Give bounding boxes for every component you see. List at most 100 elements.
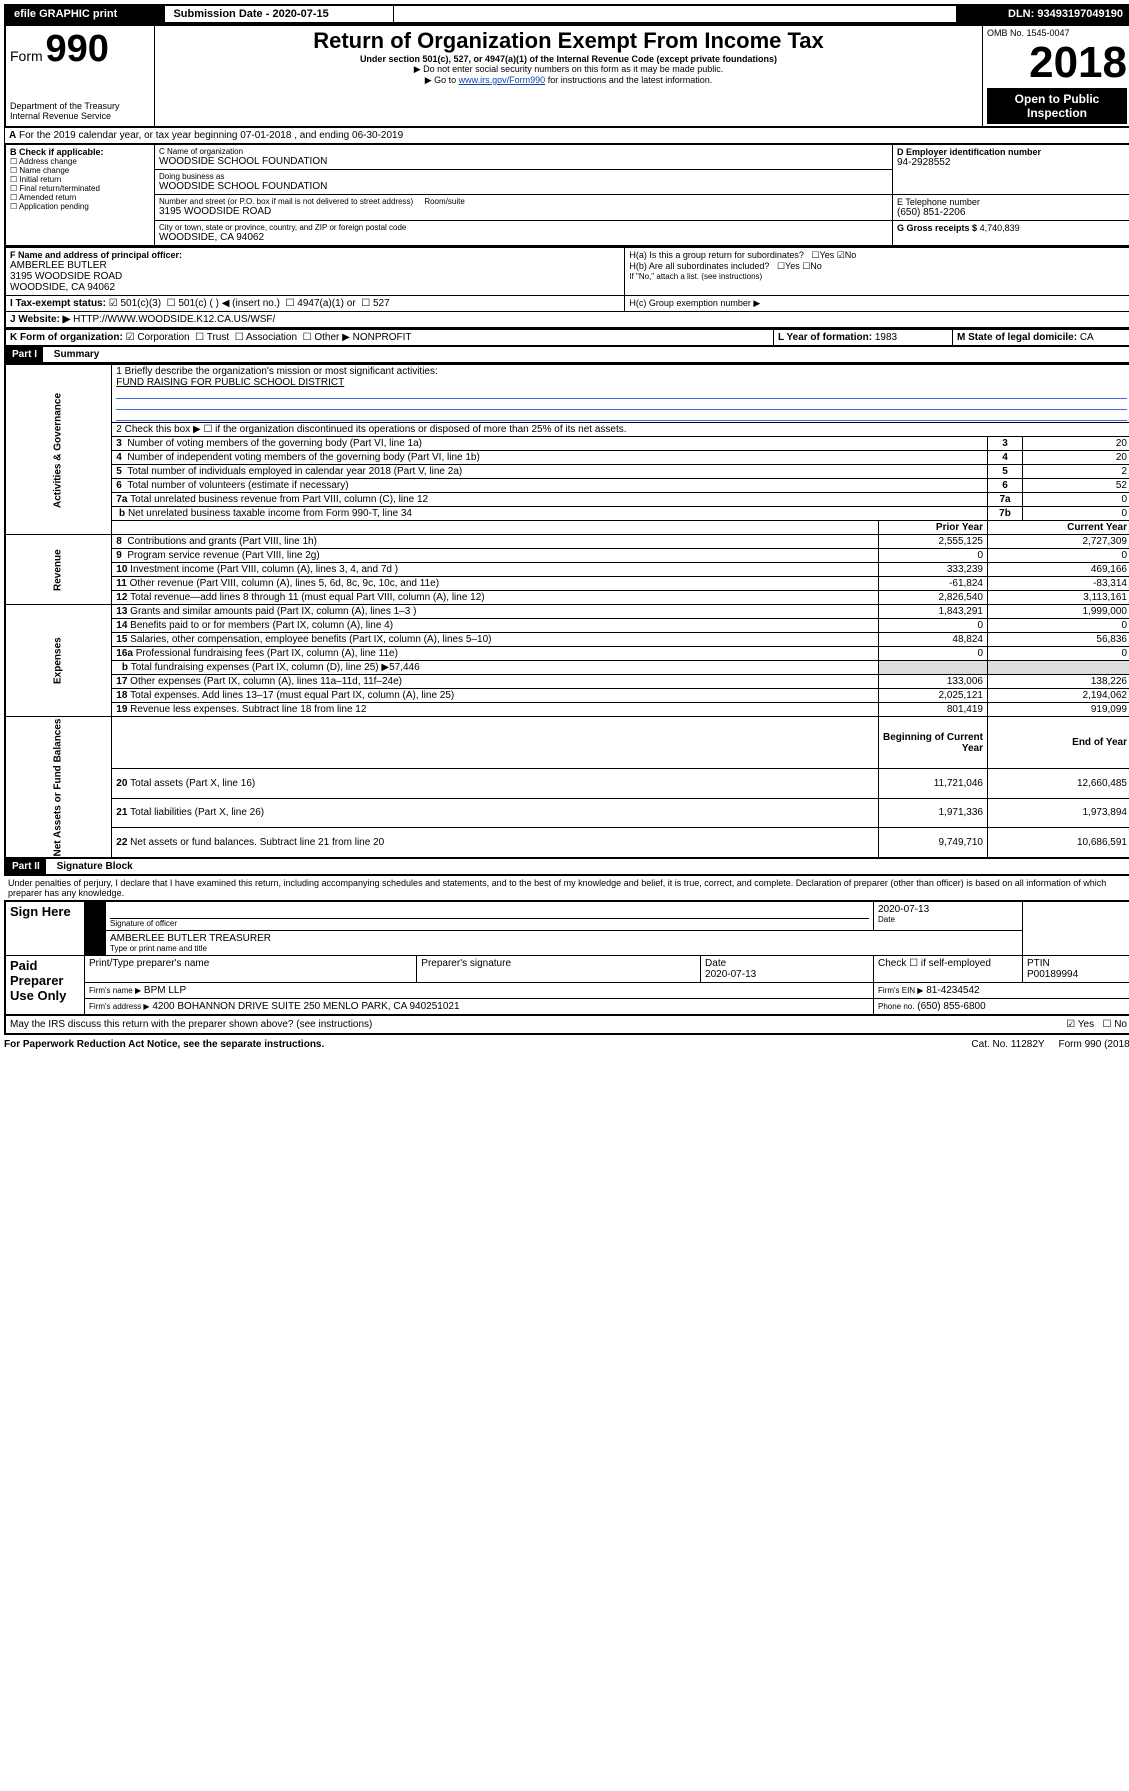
pra-notice: For Paperwork Reduction Act Notice, see … <box>4 1039 324 1050</box>
chk-application-pending[interactable]: ☐ Application pending <box>10 202 150 211</box>
sig-officer-label: Signature of officer <box>110 919 869 928</box>
signature-table: Sign Here Signature of officer 2020-07-1… <box>4 900 1129 1016</box>
sign-here-label: Sign Here <box>5 901 85 956</box>
discuss-row: May the IRS discuss this return with the… <box>4 1016 1129 1035</box>
table-row: 10 Investment income (Part VIII, column … <box>5 563 1129 577</box>
cat-no: Cat. No. 11282Y <box>971 1039 1044 1050</box>
group-expenses: Expenses <box>5 605 112 717</box>
dba-label: Doing business as <box>159 172 888 181</box>
gross-receipts: 4,740,839 <box>980 223 1020 233</box>
paid-preparer-label: Paid Preparer Use Only <box>5 956 85 1016</box>
line-a: A For the 2019 calendar year, or tax yea… <box>4 128 1129 144</box>
chk-corporation[interactable]: ☑ Corporation <box>126 332 190 343</box>
i-label: I Tax-exempt status: <box>10 298 106 309</box>
table-row: 11 Other revenue (Part VIII, column (A),… <box>5 577 1129 591</box>
website: HTTP://WWW.WOODSIDE.K12.CA.US/WSF/ <box>73 314 275 325</box>
date-label: Date <box>878 915 1018 924</box>
chk-501c3[interactable]: ☑ 501(c)(3) <box>109 298 161 309</box>
table-row: 9 Program service revenue (Part VIII, li… <box>5 549 1129 563</box>
dln: DLN: 93493197049190 <box>957 5 1129 23</box>
officer-name: AMBERLEE BUTLER <box>10 260 620 271</box>
chk-amended-return[interactable]: ☐ Amended return <box>10 193 150 202</box>
officer-addr1: 3195 WOODSIDE ROAD <box>10 271 620 282</box>
q1-value: FUND RAISING FOR PUBLIC SCHOOL DISTRICT <box>116 377 1127 388</box>
officer-addr2: WOODSIDE, CA 94062 <box>10 282 620 293</box>
prep-date: 2020-07-13 <box>705 969 756 980</box>
chk-name-change[interactable]: ☐ Name change <box>10 166 150 175</box>
firm-name-label: Firm's name ▶ <box>89 986 141 995</box>
e-label: E Telephone number <box>897 197 1127 207</box>
table-row: 17 Other expenses (Part IX, column (A), … <box>5 675 1129 689</box>
city-label: City or town, state or province, country… <box>159 223 888 232</box>
chk-527[interactable]: ☐ 527 <box>361 298 389 309</box>
prep-name-label: Print/Type preparer's name <box>85 956 417 983</box>
hb-note: If "No," attach a list. (see instruction… <box>629 272 1127 281</box>
table-row: b Total fundraising expenses (Part IX, c… <box>5 661 1129 675</box>
self-employed[interactable]: Check ☐ if self-employed <box>874 956 1023 983</box>
table-row: 12 Total revenue—add lines 8 through 11 … <box>5 591 1129 605</box>
hb-label: H(b) Are all subordinates included? ☐Yes… <box>629 261 1127 272</box>
org-name: WOODSIDE SCHOOL FOUNDATION <box>159 156 888 167</box>
d-label: D Employer identification number <box>897 147 1127 157</box>
chk-initial-return[interactable]: ☐ Initial return <box>10 175 150 184</box>
group-revenue: Revenue <box>5 535 112 605</box>
form-note2: ▶ Go to www.irs.gov/Form990 for instruct… <box>159 75 978 86</box>
table-row: 15 Salaries, other compensation, employe… <box>5 633 1129 647</box>
form-number: 990 <box>45 28 108 70</box>
top-bar: efile GRAPHIC print Submission Date - 20… <box>4 4 1129 24</box>
f-label: F Name and address of principal officer: <box>10 250 620 260</box>
chk-final-return[interactable]: ☐ Final return/terminated <box>10 184 150 193</box>
room-label: Room/suite <box>424 197 464 206</box>
table-row: 6 Total number of volunteers (estimate i… <box>5 479 1129 493</box>
table-row: 21 Total liabilities (Part X, line 26)1,… <box>5 798 1129 827</box>
ein: 94-2928552 <box>897 157 1127 168</box>
entity-block: B Check if applicable: ☐ Address change … <box>4 144 1129 247</box>
chk-other[interactable]: ☐ Other ▶ <box>303 332 350 343</box>
table-row: 3 Number of voting members of the govern… <box>5 437 1129 451</box>
chk-association[interactable]: ☐ Association <box>235 332 297 343</box>
q1-label: 1 Briefly describe the organization's mi… <box>116 366 1127 377</box>
chk-address-change[interactable]: ☐ Address change <box>10 157 150 166</box>
form-subtitle: Under section 501(c), 527, or 4947(a)(1)… <box>159 54 978 64</box>
k-label: K Form of organization: <box>10 332 123 343</box>
other-val: NONPROFIT <box>353 332 412 343</box>
year-formation: 1983 <box>875 332 897 343</box>
addr-label: Number and street (or P.O. box if mail i… <box>159 197 413 206</box>
phone-label: Phone no. <box>878 1002 914 1011</box>
submission-date: Submission Date - 2020-07-15 <box>165 5 393 23</box>
discuss-no[interactable]: ☐ No <box>1102 1019 1127 1030</box>
sig-date: 2020-07-13 <box>878 904 1018 915</box>
firm-name: BPM LLP <box>144 985 186 996</box>
j-label: J Website: ▶ <box>10 314 70 325</box>
table-row: 20 Total assets (Part X, line 16)11,721,… <box>5 769 1129 798</box>
table-row: 19 Revenue less expenses. Subtract line … <box>5 703 1129 717</box>
ptin-label: PTIN <box>1027 958 1050 969</box>
chk-501c[interactable]: ☐ 501(c) ( ) ◀ (insert no.) <box>167 298 280 309</box>
g-label: G Gross receipts $ 4,740,839 <box>897 223 1127 233</box>
table-row: 4 Number of independent voting members o… <box>5 451 1129 465</box>
tax-year: 2018 <box>987 38 1127 88</box>
firm-ein: 81-4234542 <box>926 985 979 996</box>
state-domicile: CA <box>1080 332 1094 343</box>
klm-block: K Form of organization: ☑ Corporation ☐ … <box>4 329 1129 347</box>
telephone: (650) 851-2206 <box>897 207 1127 218</box>
part2-title: Signature Block <box>49 861 133 872</box>
prep-date-label: Date <box>705 958 726 969</box>
efile-link[interactable]: efile GRAPHIC print <box>5 5 165 23</box>
part2-header: Part II <box>6 859 46 874</box>
part1-header: Part I <box>6 347 43 362</box>
open-public: Open to Public Inspection <box>987 88 1127 124</box>
form-word: Form <box>10 48 43 64</box>
officer-typed-name: AMBERLEE BUTLER TREASURER <box>110 933 1018 944</box>
table-row: 7a Total unrelated business revenue from… <box>5 493 1129 507</box>
c-name-label: C Name of organization <box>159 147 888 156</box>
discuss-yes[interactable]: ☑ Yes <box>1066 1019 1094 1030</box>
irs-link[interactable]: www.irs.gov/Form990 <box>459 75 546 85</box>
form-header: Form 990 Department of the Treasury Inte… <box>4 24 1129 128</box>
footer: For Paperwork Reduction Act Notice, see … <box>4 1039 1129 1050</box>
chk-4947[interactable]: ☐ 4947(a)(1) or <box>286 298 356 309</box>
chk-trust[interactable]: ☐ Trust <box>195 332 229 343</box>
form-note1: ▶ Do not enter social security numbers o… <box>159 64 978 75</box>
ptin: P00189994 <box>1027 969 1078 980</box>
city-state-zip: WOODSIDE, CA 94062 <box>159 232 888 243</box>
